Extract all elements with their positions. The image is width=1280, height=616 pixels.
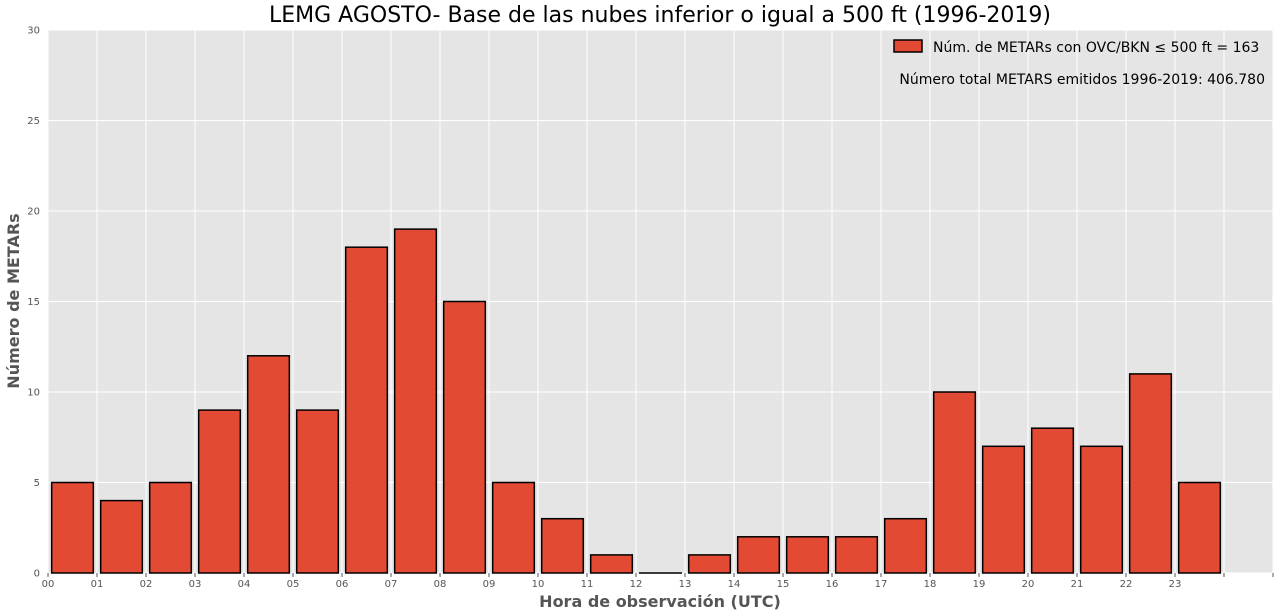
bar-00 <box>50 481 95 574</box>
bar-05 <box>295 409 340 574</box>
bar-14 <box>736 536 781 574</box>
x-tick-label: 05 <box>287 579 300 590</box>
bar-04 <box>246 355 291 574</box>
x-tick-label: 08 <box>434 579 447 590</box>
x-tick-label: 03 <box>189 579 202 590</box>
bar-22 <box>1128 373 1173 574</box>
x-tick-label: 12 <box>630 579 643 590</box>
y-axis-label: Número de METARs <box>4 213 23 388</box>
bar-23 <box>1177 481 1222 574</box>
x-tick-label: 06 <box>336 579 349 590</box>
bar-07 <box>393 228 438 574</box>
bar-10 <box>540 517 585 574</box>
y-tick-label: 20 <box>27 207 40 218</box>
x-tick-label: 19 <box>973 579 986 590</box>
bar-13 <box>687 554 732 574</box>
y-tick-label: 0 <box>34 569 40 580</box>
legend-swatch <box>893 39 923 53</box>
x-tick-label: 13 <box>679 579 692 590</box>
x-tick-label: 20 <box>1022 579 1035 590</box>
x-tick-label: 09 <box>483 579 496 590</box>
bar-18 <box>932 391 977 574</box>
bar-17 <box>883 517 928 574</box>
bars <box>50 228 1222 574</box>
x-tick-label: 11 <box>581 579 594 590</box>
x-tick-label: 10 <box>532 579 545 590</box>
bar-11 <box>589 554 634 574</box>
bar-19 <box>981 445 1026 574</box>
x-tick-label: 23 <box>1169 579 1182 590</box>
x-tick-label: 14 <box>728 579 741 590</box>
bar-09 <box>491 481 536 574</box>
y-tick-label: 15 <box>27 297 40 308</box>
bar-16 <box>834 536 879 574</box>
bar-06 <box>344 246 389 574</box>
legend-label: Núm. de METARs con OVC/BKN ≤ 500 ft = 16… <box>933 40 1259 56</box>
x-tick-label: 02 <box>140 579 153 590</box>
bar-03 <box>197 409 242 574</box>
legend: Núm. de METARs con OVC/BKN ≤ 500 ft = 16… <box>893 39 1259 56</box>
x-tick-label: 18 <box>924 579 937 590</box>
bar-08 <box>442 300 487 574</box>
bar-01 <box>99 499 144 574</box>
bar-15 <box>785 536 830 574</box>
x-tick-label: 22 <box>1120 579 1133 590</box>
x-tick-label: 17 <box>875 579 888 590</box>
bar-21 <box>1079 445 1124 574</box>
chart-title: LEMG AGOSTO- Base de las nubes inferior … <box>269 3 1051 28</box>
x-axis-label: Hora de observación (UTC) <box>539 592 781 611</box>
x-tick-label: 21 <box>1071 579 1084 590</box>
x-tick-label: 01 <box>91 579 104 590</box>
x-tick-label: 16 <box>826 579 839 590</box>
y-tick-label: 25 <box>27 116 40 127</box>
y-tick-label: 10 <box>27 388 40 399</box>
x-tick-label: 07 <box>385 579 398 590</box>
y-tick-label: 5 <box>34 478 40 489</box>
y-tick-label: 30 <box>27 26 40 37</box>
x-tick-label: 15 <box>777 579 790 590</box>
total-metars-annotation: Número total METARS emitidos 1996-2019: … <box>899 72 1265 88</box>
bar-02 <box>148 481 193 574</box>
bar-20 <box>1030 427 1075 574</box>
x-tick-label: 00 <box>42 579 55 590</box>
x-tick-label: 04 <box>238 579 251 590</box>
